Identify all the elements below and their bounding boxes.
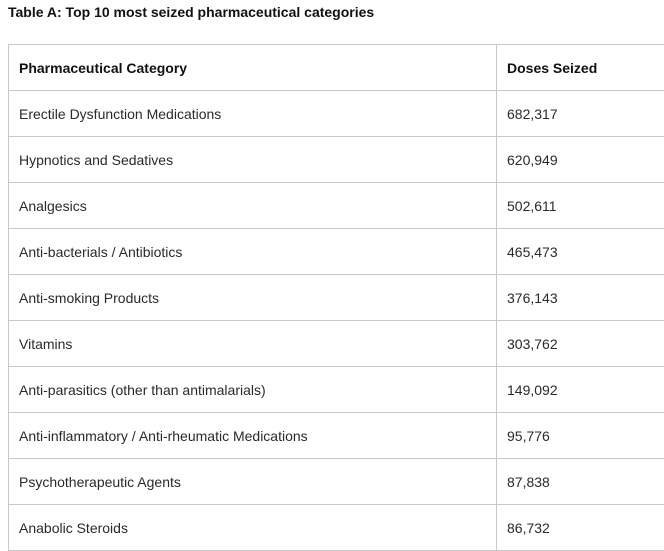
table-row: Anti-parasitics (other than antimalarial… xyxy=(9,367,664,413)
doses-cell: 376,143 xyxy=(497,275,664,321)
doses-cell: 620,949 xyxy=(497,137,664,183)
table-row: Anabolic Steroids 86,732 xyxy=(9,505,664,551)
category-cell: Anti-parasitics (other than antimalarial… xyxy=(9,367,497,413)
table-row: Hypnotics and Sedatives 620,949 xyxy=(9,137,664,183)
table-row: Erectile Dysfunction Medications 682,317 xyxy=(9,91,664,137)
category-cell: Anti-bacterials / Antibiotics xyxy=(9,229,497,275)
doses-cell: 303,762 xyxy=(497,321,664,367)
doses-cell: 149,092 xyxy=(497,367,664,413)
table-row: Anti-bacterials / Antibiotics 465,473 xyxy=(9,229,664,275)
seizures-table: Pharmaceutical Category Doses Seized Ere… xyxy=(8,44,664,551)
table-row: Vitamins 303,762 xyxy=(9,321,664,367)
category-cell: Erectile Dysfunction Medications xyxy=(9,91,497,137)
category-cell: Anti-smoking Products xyxy=(9,275,497,321)
category-cell: Anti-inflammatory / Anti-rheumatic Medic… xyxy=(9,413,497,459)
category-cell: Psychotherapeutic Agents xyxy=(9,459,497,505)
table-row: Analgesics 502,611 xyxy=(9,183,664,229)
doses-cell: 86,732 xyxy=(497,505,664,551)
category-cell: Vitamins xyxy=(9,321,497,367)
table-caption: Table A: Top 10 most seized pharmaceutic… xyxy=(8,4,374,20)
table-row: Anti-inflammatory / Anti-rheumatic Medic… xyxy=(9,413,664,459)
table-row: Psychotherapeutic Agents 87,838 xyxy=(9,459,664,505)
table-header-row: Pharmaceutical Category Doses Seized xyxy=(9,45,664,91)
header-doses-seized: Doses Seized xyxy=(497,45,664,91)
doses-cell: 465,473 xyxy=(497,229,664,275)
doses-cell: 87,838 xyxy=(497,459,664,505)
table-row: Anti-smoking Products 376,143 xyxy=(9,275,664,321)
category-cell: Hypnotics and Sedatives xyxy=(9,137,497,183)
doses-cell: 95,776 xyxy=(497,413,664,459)
header-pharmaceutical-category: Pharmaceutical Category xyxy=(9,45,497,91)
category-cell: Anabolic Steroids xyxy=(9,505,497,551)
category-cell: Analgesics xyxy=(9,183,497,229)
doses-cell: 682,317 xyxy=(497,91,664,137)
doses-cell: 502,611 xyxy=(497,183,664,229)
